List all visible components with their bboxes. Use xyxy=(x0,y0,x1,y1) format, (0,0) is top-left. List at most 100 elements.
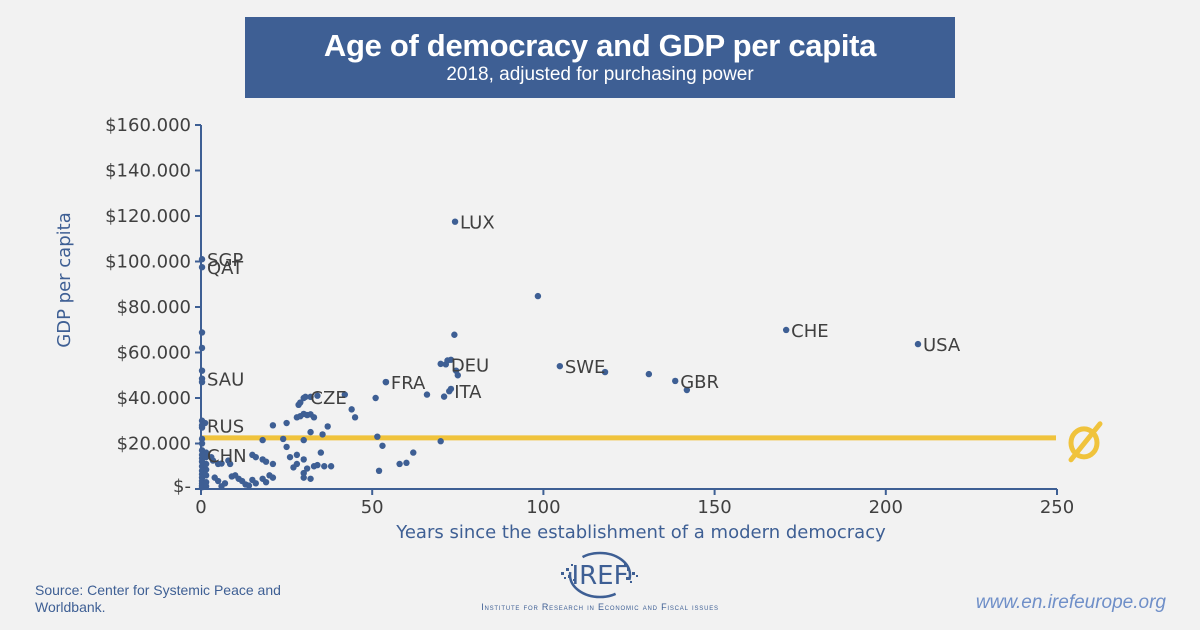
data-point xyxy=(262,458,270,465)
data-point xyxy=(293,451,301,459)
data-point-che xyxy=(782,326,790,334)
data-point xyxy=(198,440,206,447)
data-point-lux xyxy=(451,218,459,225)
data-point xyxy=(437,360,444,368)
point-label-cze: CZE xyxy=(310,388,346,409)
data-point-qat xyxy=(198,263,206,271)
data-point xyxy=(645,370,653,378)
data-point xyxy=(683,386,691,394)
chart-subtitle: 2018, adjusted for purchasing power xyxy=(446,64,754,85)
iref-logo: IREF Institute for Research in Economic … xyxy=(440,548,760,618)
y-axis-title: GDP per capita xyxy=(54,212,75,347)
title-banner: Age of democracy and GDP per capita 2018… xyxy=(245,17,955,98)
data-point xyxy=(269,474,277,481)
chart-title: Age of democracy and GDP per capita xyxy=(323,28,877,63)
data-point xyxy=(324,423,331,430)
data-point xyxy=(290,464,297,471)
source-note: Source: Center for Systemic Peace and Wo… xyxy=(35,582,335,616)
x-tick-label: 200 xyxy=(869,497,903,518)
data-point xyxy=(403,459,410,467)
data-point xyxy=(269,460,277,468)
data-point xyxy=(375,467,383,474)
x-tick-label: 50 xyxy=(361,497,384,518)
x-tick-label: 100 xyxy=(526,497,560,518)
data-point xyxy=(303,465,311,472)
data-point xyxy=(372,394,379,402)
average-symbol-icon xyxy=(1068,421,1103,463)
data-point xyxy=(279,435,287,443)
data-point xyxy=(307,428,314,436)
data-point xyxy=(310,414,318,421)
website-link[interactable]: www.en.irefeurope.org xyxy=(975,592,1166,613)
data-point xyxy=(245,482,253,489)
data-point xyxy=(437,438,444,445)
point-label-ita: ITA xyxy=(454,382,482,403)
data-point xyxy=(451,331,458,338)
data-point xyxy=(317,449,325,456)
point-label-fra: FRA xyxy=(391,373,426,394)
x-tick-label: 250 xyxy=(1040,497,1074,518)
institute-name: Institute for Research in Economic and F… xyxy=(481,602,719,612)
data-point xyxy=(221,480,229,487)
point-label-sau: SAU xyxy=(207,370,244,391)
data-point-cze xyxy=(302,393,309,401)
source-line-1: Source: Center for Systemic Peace and xyxy=(35,582,281,598)
data-point xyxy=(202,483,210,490)
point-label-qat: QAT xyxy=(207,258,244,279)
point-label-gbr: GBR xyxy=(680,372,719,393)
y-tick-label: $140.000 xyxy=(105,161,191,182)
data-point xyxy=(283,443,290,451)
point-label-lux: LUX xyxy=(460,213,495,234)
data-point-fra xyxy=(382,378,390,386)
data-point xyxy=(202,460,210,468)
data-point xyxy=(601,368,609,376)
data-point xyxy=(300,474,307,481)
data-point xyxy=(283,419,290,427)
data-point-sgp xyxy=(198,256,206,263)
data-point xyxy=(447,356,455,363)
data-point xyxy=(252,453,259,461)
data-point xyxy=(226,460,234,468)
data-point xyxy=(319,431,326,438)
data-point xyxy=(202,466,210,473)
data-point xyxy=(348,406,355,413)
data-point xyxy=(297,399,304,406)
data-point-gbr xyxy=(672,377,679,385)
data-point xyxy=(374,433,381,440)
data-point xyxy=(379,442,386,449)
data-point xyxy=(259,436,266,444)
point-label-che: CHE xyxy=(791,321,828,342)
data-point xyxy=(314,392,321,399)
data-point xyxy=(262,478,270,486)
y-tick-label: $100.000 xyxy=(105,252,191,273)
data-point xyxy=(198,367,206,374)
data-point xyxy=(214,477,222,485)
point-label-rus: RUS xyxy=(207,416,244,437)
data-point xyxy=(202,472,210,479)
y-tick-label: $120.000 xyxy=(105,206,191,227)
x-axis-title: Years since the establishment of a moder… xyxy=(395,522,886,543)
data-point xyxy=(440,393,448,400)
y-tick-label: $20.000 xyxy=(117,434,191,455)
data-point xyxy=(534,292,542,300)
data-point xyxy=(327,463,335,470)
iref-logo-icon: IREF xyxy=(561,551,638,599)
data-point xyxy=(396,460,403,468)
y-tick-label: $- xyxy=(173,476,191,497)
point-label-chn: CHN xyxy=(207,446,247,467)
data-point-sau xyxy=(198,375,206,382)
data-point-swe xyxy=(556,362,564,370)
y-tick-label: $60.000 xyxy=(117,343,191,364)
data-point xyxy=(307,393,314,401)
data-point-usa xyxy=(914,340,922,348)
data-point xyxy=(252,480,259,487)
point-label-usa: USA xyxy=(923,335,961,356)
x-tick-label: 0 xyxy=(195,497,206,518)
data-point xyxy=(454,372,461,379)
data-point-ita xyxy=(446,387,453,395)
data-point xyxy=(300,456,307,463)
data-point-chn xyxy=(198,451,206,459)
data-point xyxy=(351,414,359,421)
y-tick-label: $160.000 xyxy=(105,115,191,136)
data-point xyxy=(321,463,328,470)
